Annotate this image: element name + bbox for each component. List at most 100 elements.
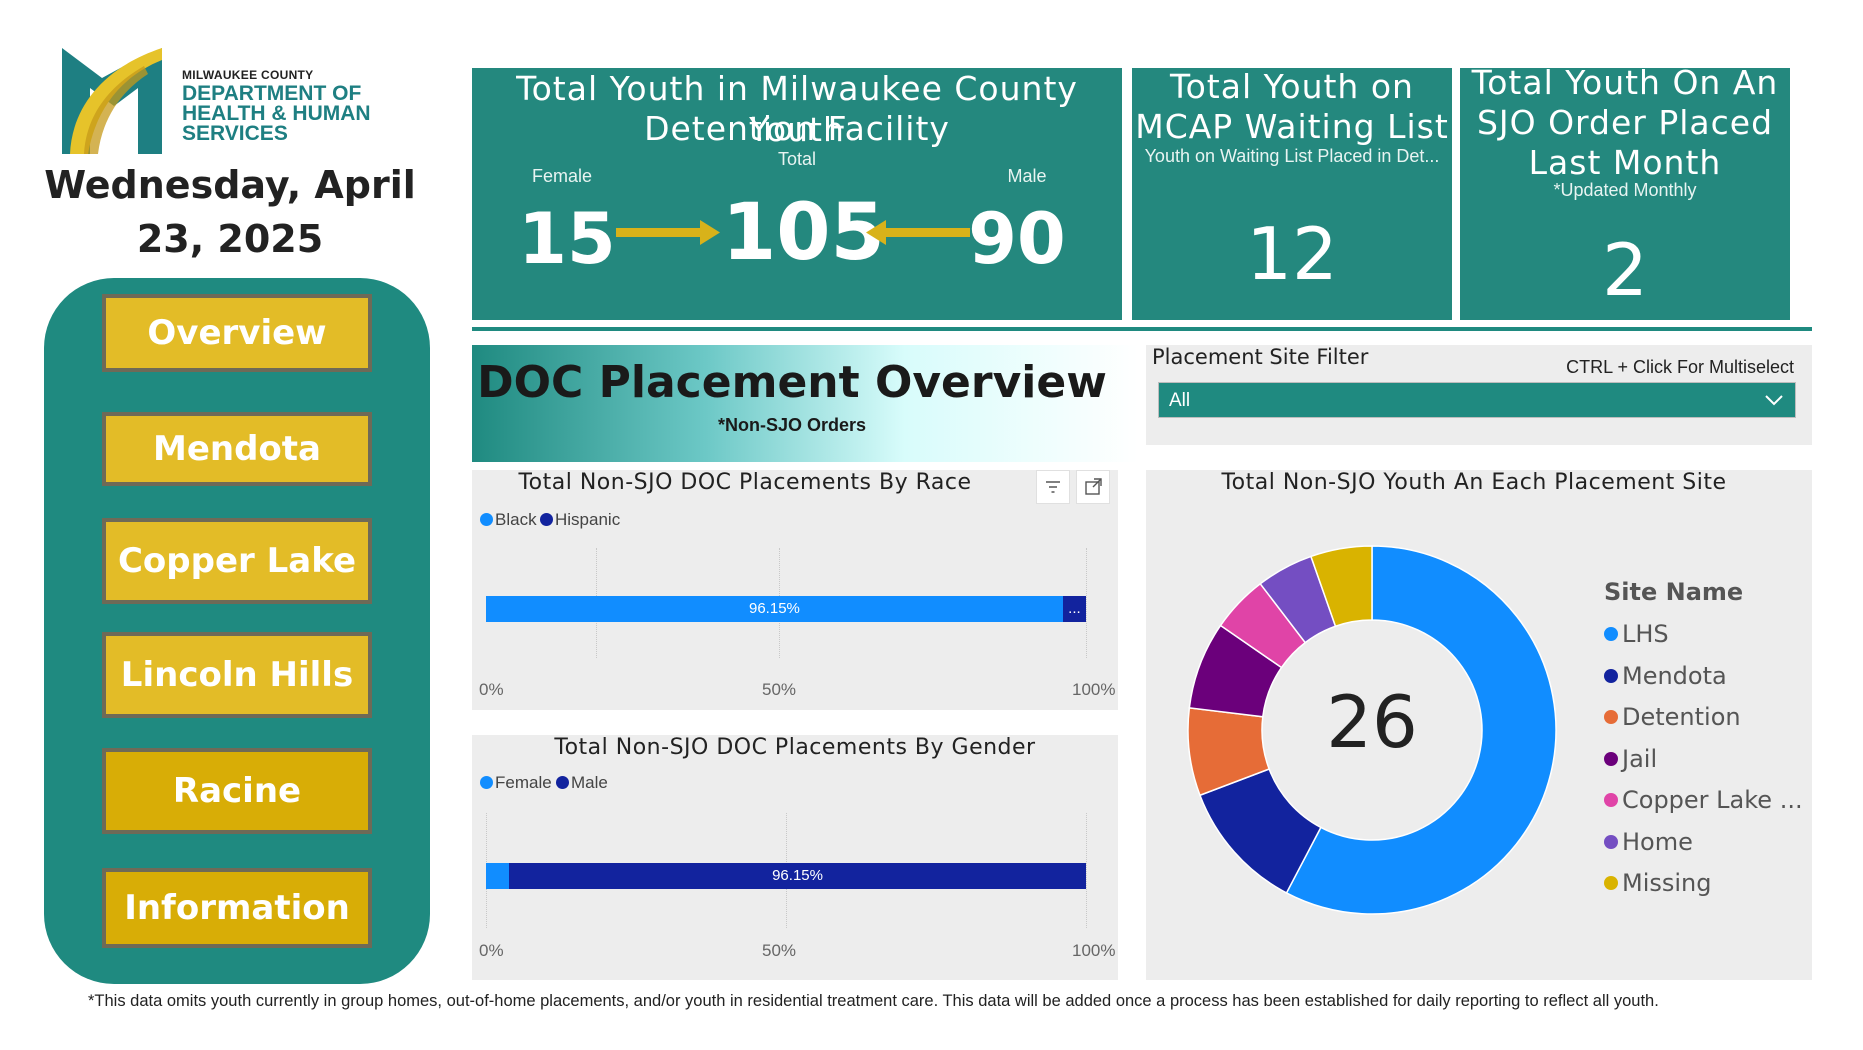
logo-line-1: DEPARTMENT OF [182,82,362,105]
dhhs-logo: MILWAUKEE COUNTY DEPARTMENT OF HEALTH & … [62,48,402,158]
site-legend-item[interactable]: Home [1604,828,1693,856]
x-tick: 0% [479,680,504,699]
placement-site-dropdown[interactable]: All [1158,382,1796,418]
sjo-count: 2 [1602,228,1648,312]
report-date: Wednesday, April 23, 2025 [40,158,420,266]
dropdown-value: All [1169,390,1191,411]
legend-dot [1604,710,1618,724]
legend-label: LHS [1622,620,1669,648]
kpi-detention-tile: Total Youth in Milwaukee County Youth De… [472,68,1122,320]
nav-panel: Overview Mendota Copper Lake Lincoln Hil… [44,278,430,984]
legend-label: Home [1622,827,1693,856]
legend-dot [1604,627,1618,641]
race-bar-black[interactable]: 96.15% [486,596,1063,622]
kpi-mcap-title-1: Total Youth on [1170,67,1414,106]
filter-label: Placement Site Filter [1152,345,1369,369]
kpi-mcap-title-2: MCAP Waiting List [1135,107,1449,146]
date-line-1: Wednesday, April [44,163,416,207]
donut-chart [1187,545,1557,915]
legend-dot [1604,834,1618,849]
race-chart-title: Total Non-SJO DOC Placements By Race [518,470,972,495]
legend-black[interactable]: Black [480,510,537,530]
kpi-sjo-tile: Total Youth On An SJO Order Placed Last … [1460,63,1790,320]
legend-label: Mendota [1622,661,1727,690]
placement-site-filter: Placement Site Filter CTRL + Click For M… [1146,345,1812,445]
x-tick: 100% [1072,680,1116,699]
nav-copper-lake-button[interactable]: Copper Lake [102,518,372,604]
donut-slice-missing[interactable] [1309,545,1373,628]
x-tick: 0% [479,941,504,960]
date-line-2: 23, 2025 [136,217,324,261]
kpi-detention-title-2: Detention Facility [644,109,950,148]
legend-dot [1604,793,1618,807]
donut-slice-lhs[interactable] [1285,545,1557,915]
legend-dot [1604,751,1618,766]
legend-label: Jail [1622,744,1658,773]
gridline [1086,813,1087,928]
arrow-right-icon [616,220,720,245]
dhhs-logo-mark-icon [62,48,162,154]
mcap-count: 12 [1246,212,1338,296]
kpi-detention-title-1: Total Youth in Milwaukee County Youth [516,69,1078,149]
legend-hispanic[interactable]: Hispanic [540,510,620,530]
female-count: 15 [518,198,616,280]
legend-label: Missing [1622,869,1712,897]
site-legend-item[interactable]: Copper Lake ... [1604,786,1803,814]
doc-subtitle: *Non-SJO Orders [717,415,867,435]
female-label: Female [531,166,593,186]
nav-information-button[interactable]: Information [102,868,372,948]
section-divider [472,327,1812,331]
logo-line-2: HEALTH & HUMAN [182,102,371,125]
race-chart-panel: Total Non-SJO DOC Placements By Race Bla… [472,470,1118,710]
site-legend-item[interactable]: Jail [1604,745,1657,773]
doc-banner: DOC Placement Overview *Non-SJO Orders [472,345,1138,462]
x-tick: 100% [1072,941,1116,960]
male-count: 90 [968,198,1066,280]
kpi-mcap-tile: Total Youth on MCAP Waiting List Youth o… [1132,67,1452,320]
gender-bar-track: 96.15% [486,863,1086,889]
gender-chart-panel: Total Non-SJO DOC Placements By Gender F… [472,735,1118,980]
filter-icon[interactable] [1036,470,1070,504]
donut-center-total: 26 [1326,680,1418,764]
logo-county-text: MILWAUKEE COUNTY [182,68,314,82]
male-label: Male [1007,166,1047,186]
kpi-sjo-subtitle: *Updated Monthly [1553,180,1697,200]
nav-overview-button[interactable]: Overview [102,294,372,372]
kpi-sjo-title-2: SJO Order Placed [1476,103,1774,142]
race-bar-hispanic[interactable]: ... [1062,596,1086,622]
site-legend-title: Site Name [1604,578,1744,606]
site-legend-item[interactable]: Missing [1604,869,1712,897]
nav-racine-button[interactable]: Racine [102,748,372,834]
legend-label: Copper Lake ... [1622,786,1803,814]
placement-site-chart-panel: Total Non-SJO Youth An Each Placement Si… [1146,470,1812,980]
logo-line-3: SERVICES [182,122,288,145]
nav-lincoln-hills-button[interactable]: Lincoln Hills [102,632,372,718]
gridline [1086,548,1087,658]
site-legend-item[interactable]: Detention [1604,703,1741,731]
doc-title: DOC Placement Overview [477,357,1107,408]
gender-bar-female[interactable] [486,863,510,889]
kpi-mcap-subtitle: Youth on Waiting List Placed in Det... [1144,146,1440,166]
kpi-sjo-title-1: Total Youth On An [1471,63,1779,102]
race-bar-track: 96.15%... [486,596,1086,622]
gender-chart-title: Total Non-SJO DOC Placements By Gender [554,735,1036,760]
legend-male[interactable]: Male [556,773,608,793]
legend-dot [1604,668,1618,683]
x-tick: 50% [762,941,797,960]
filter-hint: CTRL + Click For Multiselect [1566,357,1794,377]
donut-chart-title: Total Non-SJO Youth An Each Placement Si… [1221,470,1727,495]
arrow-left-icon [866,220,970,245]
nav-mendota-button[interactable]: Mendota [102,412,372,486]
gender-bar-male[interactable]: 96.15% [509,863,1086,889]
focus-mode-icon[interactable] [1076,470,1110,504]
site-legend-item[interactable]: LHS [1604,620,1669,648]
legend-dot [1604,876,1618,890]
x-tick: 50% [762,680,797,699]
legend-label: Detention [1622,703,1741,731]
total-label: Total [777,149,817,169]
footnote: *This data omits youth currently in grou… [88,992,1659,1010]
legend-female[interactable]: Female [480,773,552,793]
site-legend-item[interactable]: Mendota [1604,662,1727,690]
total-count: 105 [722,188,885,278]
kpi-sjo-title-3: Last Month [1528,143,1722,182]
